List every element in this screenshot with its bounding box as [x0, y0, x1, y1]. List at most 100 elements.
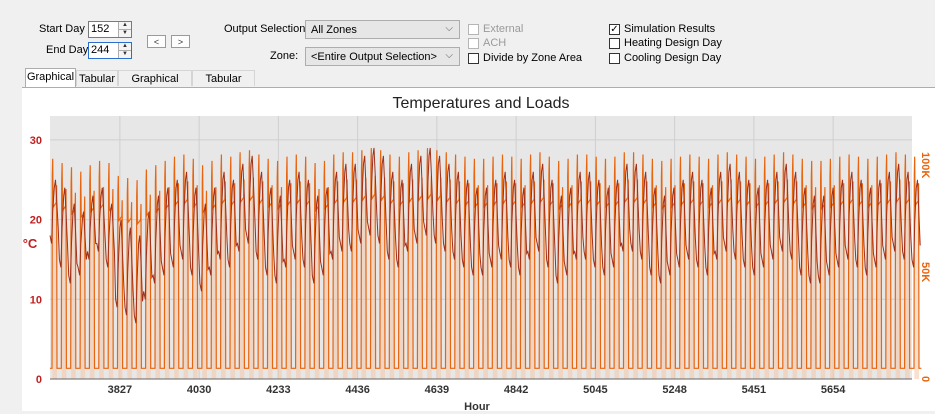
divide-by-zone-area-label: Divide by Zone Area — [483, 52, 583, 64]
y-right-tick-labels: 0 50K 100K — [919, 152, 931, 382]
load-fill-block — [389, 199, 395, 379]
load-fill-block — [370, 194, 376, 379]
chart-panel: Temperatures and Loads 3827 4030 4233 4436 4… — [22, 87, 935, 413]
load-fill-block — [192, 202, 198, 379]
end-day-value[interactable]: 244 — [91, 44, 110, 56]
load-fill-block — [773, 199, 779, 379]
spin-up-icon[interactable]: ▲ — [119, 22, 131, 30]
load-fill-block — [745, 201, 751, 379]
load-fill-block — [876, 201, 882, 379]
load-fill-block — [830, 202, 835, 379]
x-tick-label: 5248 — [662, 384, 686, 396]
x-tick-label: 3827 — [108, 384, 132, 396]
load-fill-block — [801, 202, 807, 379]
external-checkbox[interactable] — [468, 24, 479, 35]
tab-tabular[interactable]: Tabular — [76, 70, 118, 86]
load-fill-block — [117, 216, 123, 379]
load-fill-block — [820, 204, 826, 379]
next-period-button[interactable]: > — [171, 35, 190, 48]
load-fill-block — [108, 206, 114, 379]
cooling-design-day-checkbox[interactable] — [609, 53, 620, 64]
y-left-axis-label: °C — [23, 236, 38, 251]
load-fill-block — [586, 199, 592, 379]
load-fill-block — [558, 204, 563, 379]
load-fill-block — [595, 201, 601, 379]
load-fill-block — [811, 204, 816, 379]
load-fill-block — [905, 199, 910, 379]
load-fill-block — [886, 199, 891, 379]
load-fill-block — [455, 199, 460, 379]
load-fill-block — [755, 202, 760, 379]
divide-by-zone-area-checkbox[interactable] — [468, 53, 479, 64]
load-fill-block — [464, 201, 470, 379]
load-fill-block — [680, 201, 685, 379]
y-left-tick-label: 0 — [36, 374, 42, 386]
x-tick-label: 4639 — [425, 384, 449, 396]
previous-period-button[interactable]: < — [147, 35, 166, 48]
ach-checkbox[interactable] — [468, 38, 479, 49]
load-fill-block — [89, 207, 95, 379]
load-fill-block — [764, 201, 770, 379]
spin-up-icon[interactable]: ▲ — [119, 43, 131, 51]
simulation-results-checkbox[interactable]: ✓ — [609, 24, 620, 35]
x-tick-labels: 3827 4030 4233 4436 4639 4842 5045 5248 5451 5654 — [108, 384, 847, 396]
chevron-down-icon: ⌵ — [445, 23, 453, 34]
load-fill-block — [164, 204, 170, 379]
tab-graphical[interactable]: Graphical — [25, 68, 76, 87]
load-fill-block — [623, 197, 629, 379]
output-selection-value: All Zones — [311, 24, 357, 36]
load-fill-block — [361, 196, 367, 379]
load-fill-block — [305, 201, 310, 379]
load-fill-block — [399, 201, 404, 379]
load-fill-block — [530, 199, 535, 379]
x-tick-label: 5451 — [742, 384, 766, 396]
load-fill-block — [539, 197, 545, 379]
load-fill-block — [202, 207, 207, 379]
y-left-tick-label: 30 — [30, 135, 42, 147]
load-fill-block — [708, 202, 713, 379]
load-fill-block — [661, 204, 667, 379]
y-right-tick-label: 100K — [919, 152, 931, 178]
start-day-value[interactable]: 152 — [91, 23, 110, 35]
load-fill-block — [445, 197, 451, 379]
load-fill-block — [633, 197, 638, 379]
load-fill-block — [352, 197, 357, 379]
ach-label: ACH — [483, 37, 507, 49]
y-right-tick-label: 50K — [919, 262, 931, 282]
load-fill-block — [258, 199, 264, 379]
load-fill-block — [221, 199, 226, 379]
load-fill-block — [239, 197, 245, 379]
load-fill-block — [267, 202, 273, 379]
load-fill-block — [867, 202, 873, 379]
load-fill-block — [99, 204, 104, 379]
start-day-spinner[interactable]: 152 ▲ ▼ — [88, 21, 132, 38]
spin-down-icon[interactable]: ▼ — [122, 30, 128, 36]
start-day-label: Start Day — [39, 23, 85, 35]
load-fill-block — [136, 219, 142, 379]
load-fill-block — [474, 202, 479, 379]
tab-graphical-sum[interactable]: Graphical Sum — [118, 70, 192, 101]
cooling-design-day-label: Cooling Design Day — [624, 52, 722, 64]
load-fill-block — [211, 204, 217, 379]
output-selection-dropdown[interactable]: All Zones ⌵ — [305, 20, 460, 39]
load-fill-block — [342, 197, 348, 379]
zone-dropdown[interactable]: <Entire Output Selection> ⌵ — [305, 47, 460, 66]
end-day-spinner[interactable]: 244 ▲ ▼ — [88, 42, 132, 59]
load-fill-block — [127, 218, 132, 379]
load-fill-block — [520, 202, 526, 379]
external-label: External — [483, 23, 524, 35]
heating-design-day-checkbox[interactable] — [609, 38, 620, 49]
load-fill-block — [436, 196, 442, 379]
load-fill-block — [511, 201, 517, 379]
load-fill-block — [61, 206, 67, 379]
spin-down-icon[interactable]: ▼ — [122, 51, 128, 57]
load-fill-block — [895, 197, 901, 379]
temperatures-loads-chart: Temperatures and Loads 3827 4030 4233 4436 4… — [23, 95, 931, 413]
load-fill-block — [642, 199, 648, 379]
tab-tabular-sum[interactable]: Tabular Sum — [192, 70, 255, 101]
load-fill-block — [427, 194, 432, 379]
load-fill-block — [548, 201, 554, 379]
y-right-tick-label: 0 — [919, 376, 931, 382]
load-fill-block — [727, 197, 732, 379]
load-fill-block — [155, 207, 161, 379]
